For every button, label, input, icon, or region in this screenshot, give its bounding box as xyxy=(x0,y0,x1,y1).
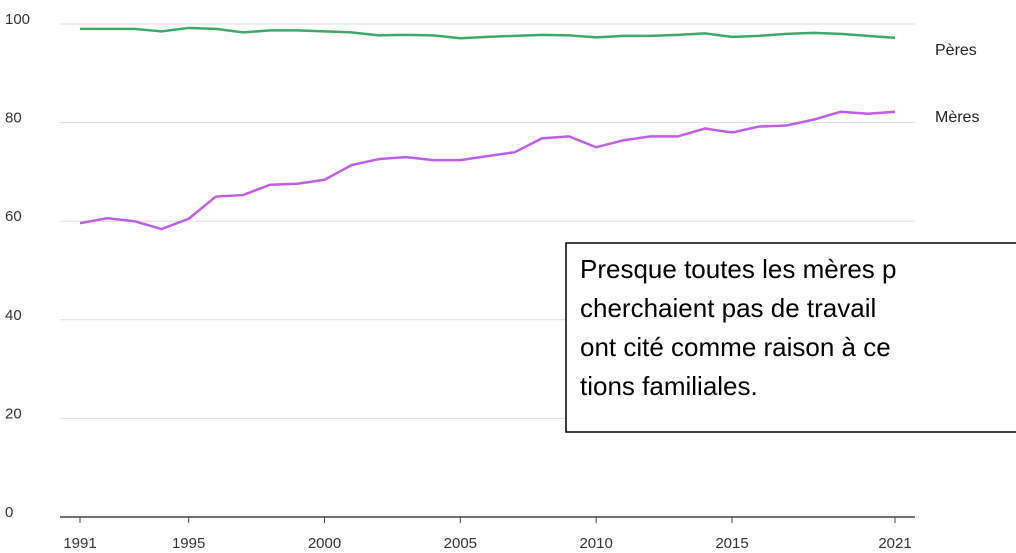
annotation-text: tions familiales. xyxy=(580,371,758,401)
y-tick-label: 20 xyxy=(5,405,22,422)
x-tick-label: 2021 xyxy=(878,535,911,552)
y-tick-label: 60 xyxy=(5,208,22,225)
annotation-text: cherchaient pas de travail xyxy=(580,293,876,323)
x-tick-label: 2000 xyxy=(308,535,341,552)
annotation-text: ont cité comme raison à ce xyxy=(580,332,891,362)
series-label: Mères xyxy=(935,109,979,126)
y-tick-label: 100 xyxy=(5,11,30,28)
series-label: Pères xyxy=(935,42,977,59)
x-tick-label: 1991 xyxy=(63,535,96,552)
x-tick-label: 1995 xyxy=(172,535,205,552)
series-line xyxy=(79,110,896,231)
y-tick-label: 80 xyxy=(5,110,22,127)
x-tick-label: 2010 xyxy=(579,535,612,552)
y-tick-label: 40 xyxy=(5,307,22,324)
x-tick-label: 2005 xyxy=(444,535,477,552)
annotation-box xyxy=(565,242,1016,433)
series-line xyxy=(80,26,896,40)
y-tick-label: 0 xyxy=(5,504,13,521)
annotation-text: Presque toutes les mères p xyxy=(580,254,897,284)
x-tick-label: 2015 xyxy=(715,535,748,552)
